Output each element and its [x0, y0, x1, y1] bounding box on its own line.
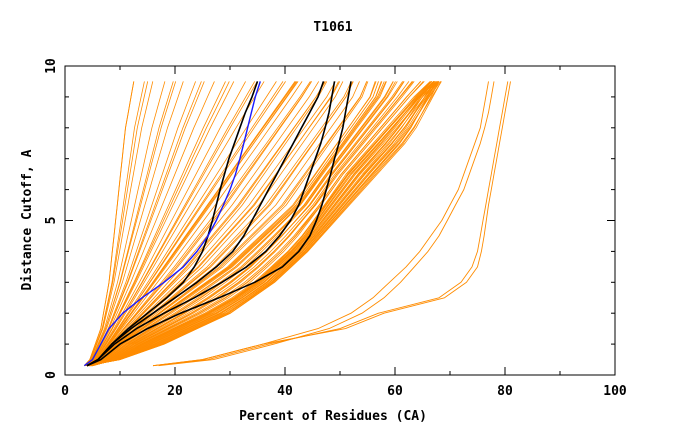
y-tick-label: 5 [44, 217, 59, 225]
x-tick-label: 100 [603, 384, 627, 399]
model-line [87, 81, 387, 367]
model-line [152, 81, 489, 367]
model-line [86, 81, 258, 367]
model-line [86, 81, 298, 367]
model-line [86, 81, 297, 367]
model-line [86, 81, 311, 367]
highlight-line [86, 81, 352, 367]
model-line [88, 81, 437, 367]
model-line [84, 81, 149, 366]
model-line [152, 81, 511, 367]
model-line [83, 81, 135, 367]
series-lines [83, 81, 511, 367]
model-line [92, 81, 434, 367]
model-line [84, 81, 166, 366]
model-line [158, 81, 495, 367]
y-axis-ticks: 0 5 10 [44, 58, 615, 379]
model-line [87, 81, 440, 367]
model-line [90, 81, 414, 367]
model-line [86, 81, 286, 367]
highlight-line [86, 81, 259, 367]
highlight-line [86, 81, 336, 367]
model-line [86, 81, 369, 367]
y-axis-label: Distance Cutoff, A [20, 149, 35, 290]
model-line [85, 81, 196, 367]
model-line [86, 81, 265, 367]
highlight-line [86, 81, 325, 367]
x-tick-label: 20 [167, 384, 183, 399]
x-tick-label: 0 [61, 384, 69, 399]
model-line [86, 81, 440, 367]
x-axis-ticks: 0 20 40 60 80 100 [61, 66, 627, 399]
blue-line [83, 81, 261, 367]
model-line [88, 81, 394, 367]
model-line [85, 81, 246, 367]
model-line [88, 81, 435, 367]
model-line [92, 81, 433, 367]
model-line [89, 81, 435, 367]
model-line [89, 81, 434, 367]
model-line [91, 81, 434, 367]
model-line [86, 81, 277, 367]
model-line [86, 81, 303, 367]
model-line [89, 81, 404, 367]
model-line [86, 81, 379, 367]
model-line [91, 81, 422, 367]
model-line [84, 81, 184, 367]
chart-title: T1061 [313, 20, 352, 35]
model-line [152, 81, 509, 367]
x-tick-label: 40 [277, 384, 293, 399]
model-line [84, 81, 154, 366]
model-line [85, 81, 205, 367]
model-line [86, 81, 312, 367]
y-tick-label: 0 [44, 371, 59, 379]
model-line [87, 81, 385, 367]
model-line [86, 81, 352, 367]
x-tick-label: 80 [497, 384, 513, 399]
y-tick-label: 10 [44, 58, 59, 74]
model-line [89, 81, 410, 367]
x-tick-label: 60 [387, 384, 403, 399]
model-line [91, 81, 425, 367]
model-line [87, 81, 437, 367]
model-line [85, 81, 235, 367]
model-line [86, 81, 320, 367]
model-line [86, 81, 336, 367]
model-line [87, 81, 383, 367]
x-axis-label: Percent of Residues (CA) [239, 409, 427, 424]
model-line [84, 81, 177, 366]
